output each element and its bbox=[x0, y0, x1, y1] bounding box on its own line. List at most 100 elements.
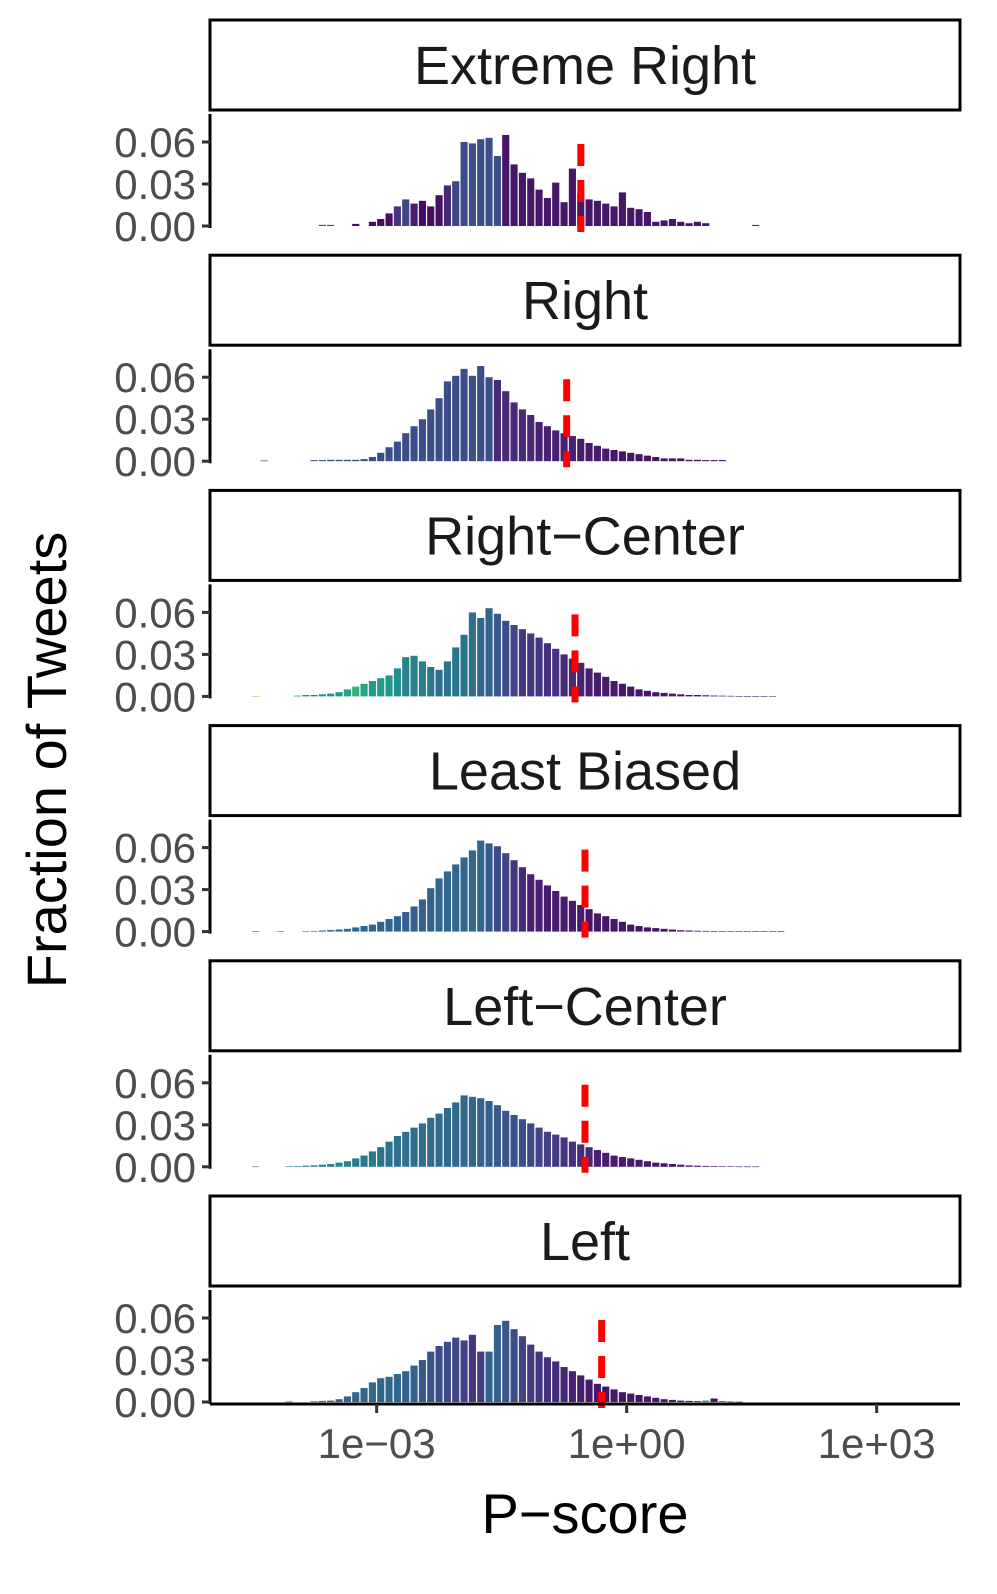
histogram-bar bbox=[485, 137, 493, 226]
histogram-bar bbox=[452, 647, 460, 697]
y-tick-label: 0.00 bbox=[114, 438, 196, 485]
histogram-bar bbox=[660, 220, 668, 226]
facet-strip bbox=[208, 724, 962, 818]
panels-layer: Extreme Right0.000.030.06Right0.000.030.… bbox=[114, 18, 962, 1426]
histogram-bar bbox=[252, 695, 260, 697]
histogram-bar bbox=[318, 460, 326, 462]
histogram-bar bbox=[602, 448, 610, 462]
histogram-bar bbox=[560, 654, 568, 697]
histogram-bar bbox=[435, 1113, 443, 1167]
histogram-bar bbox=[668, 458, 676, 462]
histogram-bar bbox=[318, 1164, 326, 1167]
histogram-bar bbox=[468, 143, 476, 226]
histogram-bar bbox=[618, 1392, 626, 1402]
histogram-bar bbox=[477, 139, 485, 226]
histogram-bar bbox=[527, 178, 535, 226]
histogram-bar bbox=[627, 1393, 635, 1402]
histogram-bar bbox=[502, 135, 510, 226]
histogram-bar bbox=[560, 202, 568, 226]
y-tick-label: 0.03 bbox=[114, 1337, 196, 1384]
histogram-bar bbox=[410, 655, 418, 697]
histogram-bar bbox=[418, 419, 426, 462]
histogram-bar bbox=[302, 931, 310, 932]
histogram-bar bbox=[660, 928, 668, 932]
histogram-bar bbox=[577, 1375, 585, 1402]
histogram-bar bbox=[677, 1400, 685, 1402]
histogram-bar bbox=[568, 1141, 576, 1167]
histogram-bar bbox=[610, 206, 618, 226]
histogram-bar bbox=[560, 433, 568, 462]
histogram-bar bbox=[310, 460, 318, 462]
histogram-bar bbox=[585, 1379, 593, 1402]
histogram-bar bbox=[435, 398, 443, 462]
histogram-bar bbox=[685, 1165, 693, 1167]
histogram-bar bbox=[460, 142, 468, 226]
histogram-bar bbox=[360, 926, 368, 932]
histogram-bar bbox=[743, 696, 751, 697]
x-tick-label: 1e−03 bbox=[318, 1420, 436, 1467]
histogram-bar bbox=[643, 690, 651, 697]
histogram-bar bbox=[518, 1336, 526, 1402]
histogram-bar bbox=[643, 212, 651, 226]
histogram-bar bbox=[543, 1357, 551, 1402]
histogram-bar bbox=[702, 460, 710, 462]
histogram-bar bbox=[402, 199, 410, 226]
histogram-bar bbox=[318, 930, 326, 932]
histogram-bar bbox=[543, 885, 551, 932]
y-tick-label: 0.03 bbox=[114, 396, 196, 443]
histogram-bar bbox=[502, 853, 510, 932]
histogram-bar bbox=[385, 1376, 393, 1402]
facet-panel: Left−Center 0.000.030.06 bbox=[114, 959, 962, 1191]
histogram-bar bbox=[677, 221, 685, 226]
histogram-bar bbox=[735, 1166, 743, 1168]
histogram-bar bbox=[602, 1152, 610, 1167]
histogram-bar bbox=[727, 1401, 735, 1403]
histogram-bar bbox=[285, 1166, 293, 1167]
y-tick-label: 0.00 bbox=[114, 203, 196, 250]
histogram-bar bbox=[443, 1108, 451, 1167]
y-axis-title: Fraction of Tweets bbox=[15, 532, 78, 989]
histogram-bar bbox=[343, 1161, 351, 1167]
histogram-bar bbox=[385, 447, 393, 462]
histogram-bar bbox=[635, 689, 643, 697]
histogram-bar bbox=[677, 694, 685, 697]
histogram-bar bbox=[402, 912, 410, 932]
histogram-bar bbox=[752, 931, 760, 932]
histogram-bar bbox=[718, 1401, 726, 1402]
histogram-bar bbox=[468, 612, 476, 697]
histogram-bar bbox=[452, 1102, 460, 1167]
histogram-bar bbox=[460, 1095, 468, 1167]
y-tick-label: 0.03 bbox=[114, 1102, 196, 1149]
histogram-bar bbox=[277, 931, 285, 932]
histogram-bar bbox=[610, 1155, 618, 1167]
histogram-bar bbox=[493, 1105, 501, 1167]
histogram-bar bbox=[260, 460, 268, 462]
histogram-bar bbox=[327, 929, 335, 932]
histogram-bar bbox=[618, 451, 626, 462]
facet-strip bbox=[208, 959, 962, 1053]
histogram-bar bbox=[627, 686, 635, 697]
y-tick-label: 0.06 bbox=[114, 1295, 196, 1342]
histogram-bar bbox=[510, 164, 518, 226]
histogram-bar bbox=[527, 1123, 535, 1167]
facet-strip bbox=[208, 1194, 962, 1288]
histogram-bar bbox=[568, 436, 576, 462]
x-axis-title: P−score bbox=[482, 1482, 689, 1545]
histogram-bar bbox=[552, 182, 560, 226]
histogram-bar bbox=[335, 1399, 343, 1402]
histogram-bar bbox=[293, 1166, 301, 1167]
histogram-bar bbox=[452, 1337, 460, 1402]
histogram-bar bbox=[585, 668, 593, 697]
y-tick-label: 0.03 bbox=[114, 867, 196, 914]
histogram-bar bbox=[577, 905, 585, 932]
histogram-bar bbox=[443, 185, 451, 226]
histogram-bar bbox=[652, 457, 660, 462]
histogram-bar bbox=[752, 696, 760, 697]
histogram-bar bbox=[668, 219, 676, 226]
histogram-bar bbox=[593, 672, 601, 697]
histogram-bar bbox=[535, 422, 543, 462]
histogram-bar bbox=[452, 181, 460, 226]
facet-strip-label: Least Biased bbox=[429, 742, 741, 802]
histogram-bar bbox=[418, 899, 426, 932]
histogram-bar bbox=[652, 692, 660, 697]
